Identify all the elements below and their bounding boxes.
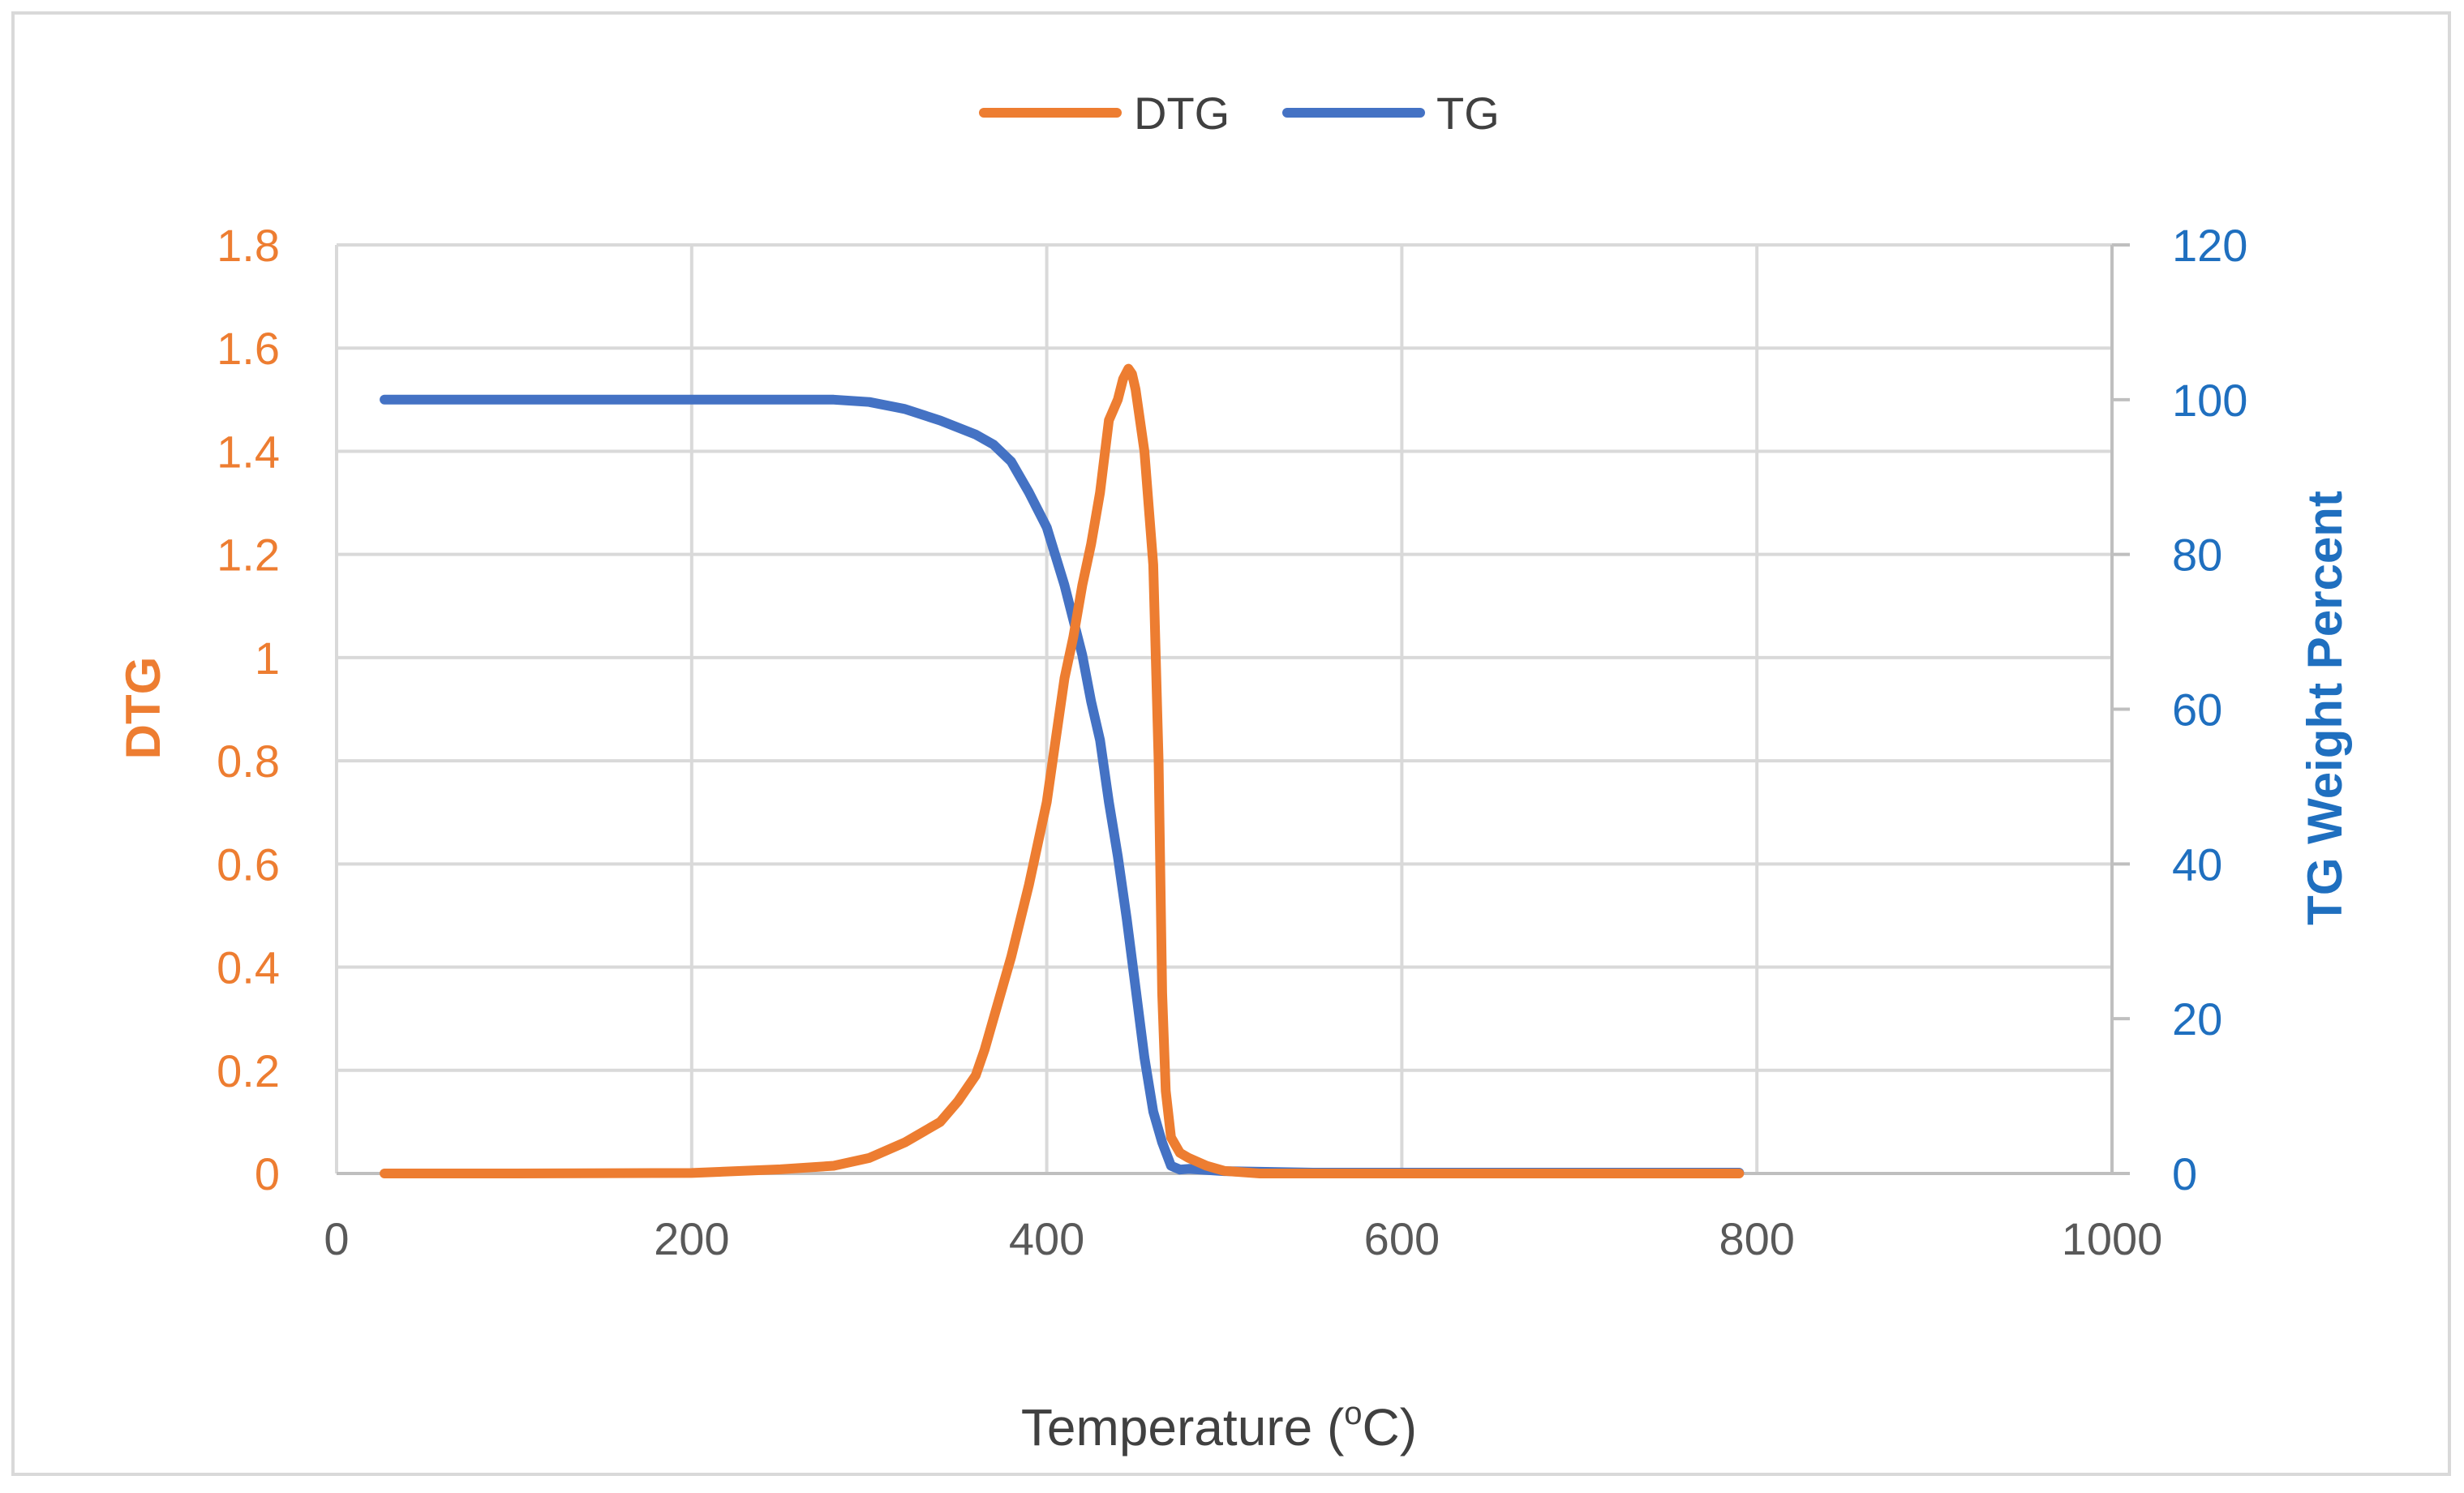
legend-tg-label: TG (1436, 88, 1500, 139)
y-right-tick-label: 100 (2172, 375, 2247, 426)
x-tick-label: 1000 (2062, 1213, 2163, 1264)
x-tick-label: 200 (654, 1213, 729, 1264)
y-right-axis-title: TG Weight Percent (2298, 491, 2352, 925)
x-axis-title-superscript: o (1344, 1396, 1362, 1431)
x-axis-ticks: 0 200 400 600 800 1000 (324, 1213, 2162, 1264)
y-left-axis-ticks: 0 0.2 0.4 0.6 0.8 1 1.2 1.4 1.6 1.8 (217, 220, 280, 1199)
y-right-tick-label: 120 (2172, 220, 2247, 271)
y-left-tick-label: 1 (255, 633, 280, 684)
y-left-tick-label: 1.4 (217, 426, 280, 477)
y-right-tick-label: 60 (2172, 684, 2222, 736)
y-left-tick-label: 0.4 (217, 942, 280, 993)
x-tick-label: 400 (1009, 1213, 1084, 1264)
x-tick-label: 0 (324, 1213, 349, 1264)
y-left-tick-label: 0.6 (217, 839, 280, 890)
legend: DTG TG (979, 88, 1500, 139)
y-left-tick-label: 1.6 (217, 323, 280, 374)
y-left-tick-label: 0.2 (217, 1045, 280, 1096)
x-tick-label: 800 (1719, 1213, 1794, 1264)
y-left-axis-title: DTG (116, 657, 170, 760)
legend-dtg-label: DTG (1134, 88, 1230, 139)
dtg-series-line (380, 363, 1745, 1178)
y-left-tick-label: 0 (255, 1148, 280, 1199)
y-left-tick-label: 1.2 (217, 530, 280, 581)
x-tick-label: 600 (1364, 1213, 1440, 1264)
y-right-tick-label: 0 (2172, 1148, 2197, 1199)
y-right-tick-label: 80 (2172, 530, 2222, 581)
x-axis-title-main: Temperature ( (1021, 1398, 1344, 1457)
x-axis-title-suffix: C) (1363, 1398, 1418, 1457)
y-left-tick-label: 0.8 (217, 736, 280, 787)
chart-frame (11, 11, 2451, 1476)
y-right-axis-ticks: 0 20 40 60 80 100 120 (2172, 220, 2247, 1199)
gridlines (335, 243, 2130, 1175)
x-axis-title: Temperature (oC) (1021, 1396, 1417, 1457)
y-left-tick-label: 1.8 (217, 220, 280, 271)
y-right-tick-label: 20 (2172, 993, 2222, 1045)
y-right-tick-label: 40 (2172, 839, 2222, 890)
tg-series-line (380, 394, 1745, 1178)
